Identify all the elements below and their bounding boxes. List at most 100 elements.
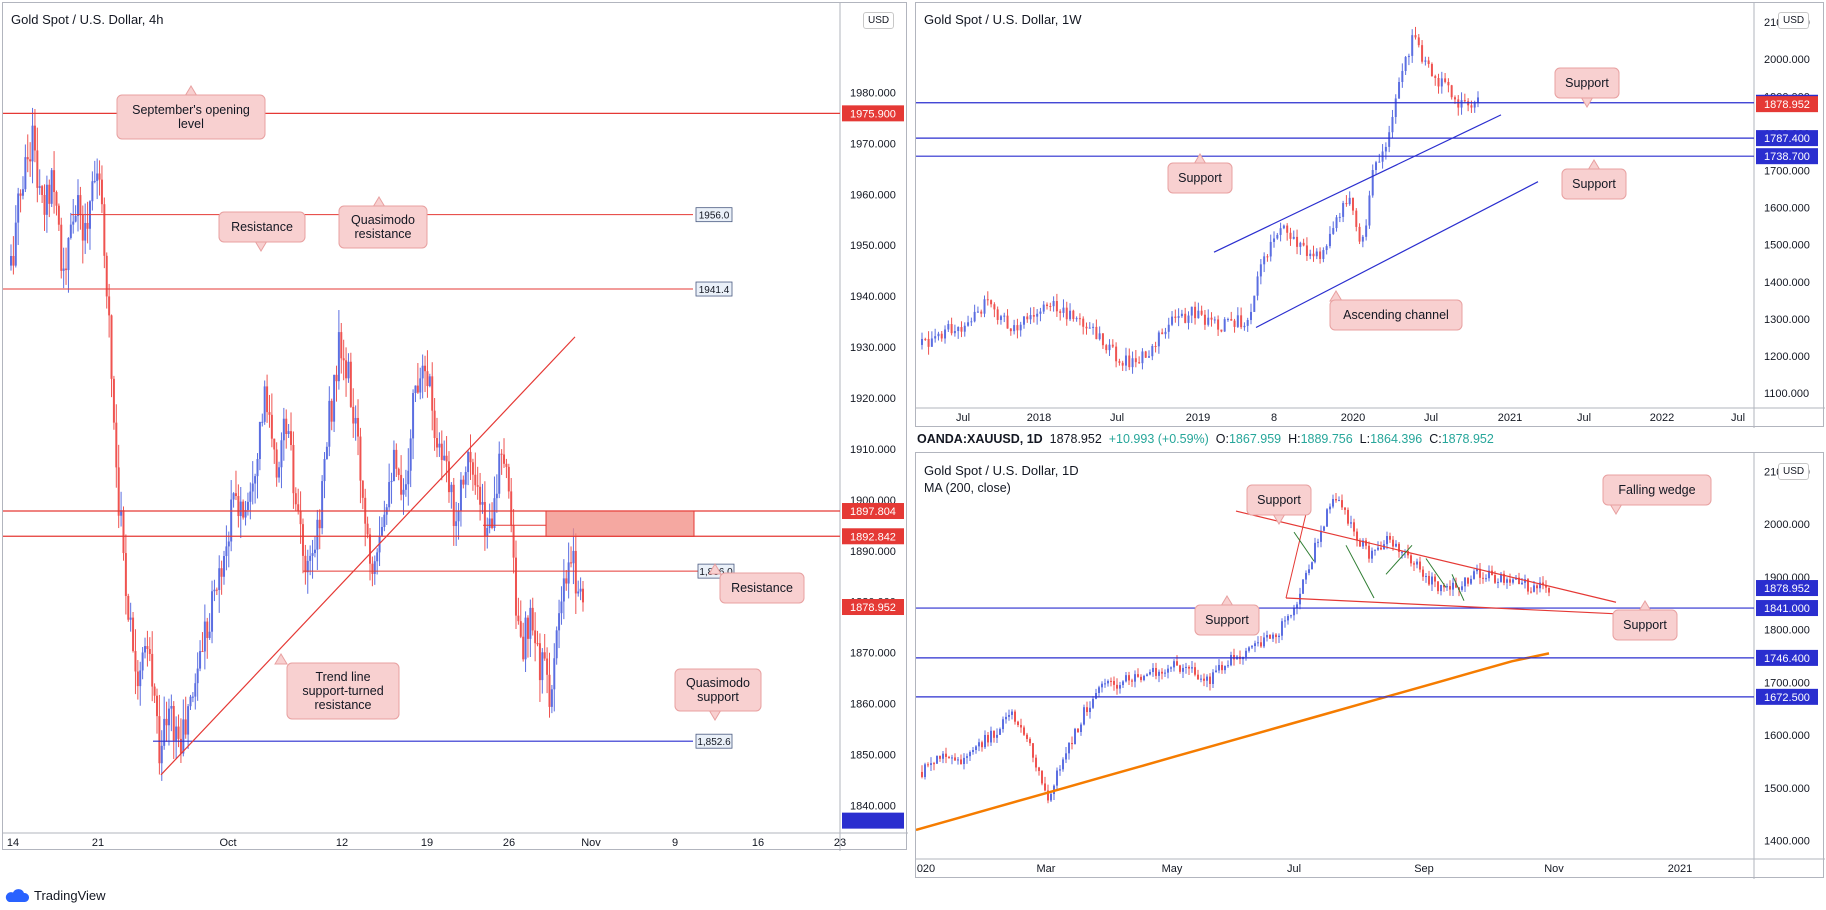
1d-x-tick: 020 <box>917 863 935 875</box>
candle-body <box>117 467 120 516</box>
chart-panel-1d[interactable]: 2100.0002000.0001900.0001800.0001700.000… <box>915 452 1825 879</box>
candle-body <box>1392 539 1394 547</box>
candle-body <box>179 738 182 754</box>
candle-body <box>1069 310 1072 320</box>
candle-body <box>1257 642 1259 644</box>
price-tag-2-bg <box>1756 649 1818 666</box>
chart-1w[interactable]: 2100.0002000.0001900.0001800.0001700.000… <box>916 3 1825 428</box>
candle-body <box>1138 362 1141 364</box>
candle-body <box>218 568 221 591</box>
candle-body <box>1125 675 1127 682</box>
wedge-lower-line[interactable] <box>1285 597 1617 615</box>
candle-body <box>921 338 923 345</box>
4h-x-tick: 9 <box>672 837 678 849</box>
1w-x-tick: 2022 <box>1650 412 1674 424</box>
candle-body <box>254 476 257 484</box>
candle-body <box>1309 253 1312 256</box>
candle-body <box>311 553 314 556</box>
candle-body <box>1110 680 1112 682</box>
candle-body <box>1452 582 1454 590</box>
ma200-line[interactable] <box>916 652 1550 832</box>
callout-support-right[interactable]: Support <box>1561 159 1627 200</box>
callout-box <box>338 205 428 249</box>
candle-body <box>582 588 584 603</box>
candle-body <box>402 489 405 495</box>
candle-body <box>134 651 137 672</box>
candle-body <box>1269 241 1272 257</box>
symbol-label[interactable]: OANDA:XAUUSD, 1D <box>917 432 1043 446</box>
callout-resistance-lower[interactable]: Resistance <box>708 563 805 604</box>
candle-body <box>1118 361 1121 363</box>
candle-body <box>1052 300 1055 307</box>
callout-falling-wedge[interactable]: Falling wedge <box>1602 474 1712 515</box>
candle-body <box>1482 577 1484 579</box>
candle-body <box>1308 569 1310 573</box>
candle-body <box>1260 642 1262 647</box>
candle-body <box>24 157 27 190</box>
candle-body <box>1444 78 1447 82</box>
callout-support-left[interactable]: Support <box>1167 153 1233 194</box>
candle-body <box>948 756 950 759</box>
trend-line[interactable] <box>160 336 576 776</box>
chart-panel-4h[interactable]: 1980.000 1970.000 1960.000 1950.000 1940.000… <box>2 2 908 851</box>
candle-body <box>1455 582 1457 588</box>
candle-body <box>1017 721 1019 725</box>
candle-body <box>534 630 537 644</box>
currency-label-4h[interactable]: USD <box>863 12 895 29</box>
candle-body <box>940 333 943 339</box>
candle-body <box>194 683 197 697</box>
price-tag-0: 1878.952 <box>1764 583 1810 595</box>
1w-y-tick: 1300.000 <box>1764 314 1810 326</box>
candle-body <box>445 455 448 462</box>
candle-body <box>993 730 995 738</box>
callout-support-upper[interactable]: Support <box>1554 67 1620 108</box>
callout-ascending-channel[interactable]: Ascending channel <box>1329 290 1463 331</box>
candle-body <box>1536 585 1538 589</box>
1w-x-tick: Jul <box>956 412 970 424</box>
channel-upper-line[interactable] <box>1213 114 1502 253</box>
chart-1d[interactable]: 2100.0002000.0001900.0001800.0001700.000… <box>916 453 1825 879</box>
candle-body <box>565 578 568 584</box>
candle-body <box>1320 530 1322 542</box>
candle-body <box>213 589 216 592</box>
candle-body <box>287 431 290 434</box>
candle-body <box>1032 315 1035 317</box>
candle-body <box>558 613 561 631</box>
candle-body <box>1174 316 1177 318</box>
candle-body <box>1353 522 1355 532</box>
resistance-zone[interactable] <box>545 510 695 537</box>
candle-body <box>996 734 998 738</box>
candle-body <box>1533 585 1535 592</box>
chart-4h[interactable]: 1980.000 1970.000 1960.000 1950.000 1940.000… <box>3 3 908 851</box>
4h-y-tick: 1930.000 <box>850 342 896 354</box>
currency-label-1w[interactable]: USD <box>1778 12 1810 29</box>
callout-box <box>1561 168 1627 200</box>
candle-body <box>1041 771 1043 784</box>
callout-support-upper[interactable]: Support <box>1246 484 1312 525</box>
candle-body <box>1197 674 1199 680</box>
callout-support-right[interactable]: Support <box>1612 600 1678 641</box>
candle-body <box>139 670 142 687</box>
candle-body <box>1077 728 1079 732</box>
candle-body <box>1122 681 1124 686</box>
wedge-upper-line[interactable] <box>1235 510 1617 603</box>
callout-support-middle[interactable]: Support <box>1194 595 1260 636</box>
candle-body <box>500 453 503 455</box>
chart-panel-1w[interactable]: 2100.0002000.0001900.0001800.0001700.000… <box>915 2 1825 428</box>
tradingview-logo[interactable]: TradingView <box>4 888 106 903</box>
currency-label-1d[interactable]: USD <box>1778 463 1810 480</box>
price-tag-1: 1897.804 <box>850 506 896 518</box>
candle-body <box>1230 319 1233 321</box>
channel-lower-line[interactable] <box>1255 181 1539 329</box>
candle-body <box>112 378 115 423</box>
price-tag-2: 1892.842 <box>850 531 896 543</box>
callout-resistance-upper[interactable]: Resistance <box>218 211 306 252</box>
indicator-label[interactable]: MA (200, close) <box>924 481 1011 495</box>
candle-body <box>110 315 113 379</box>
candle-body <box>1365 540 1367 546</box>
callout-text: support-turned <box>302 684 383 698</box>
